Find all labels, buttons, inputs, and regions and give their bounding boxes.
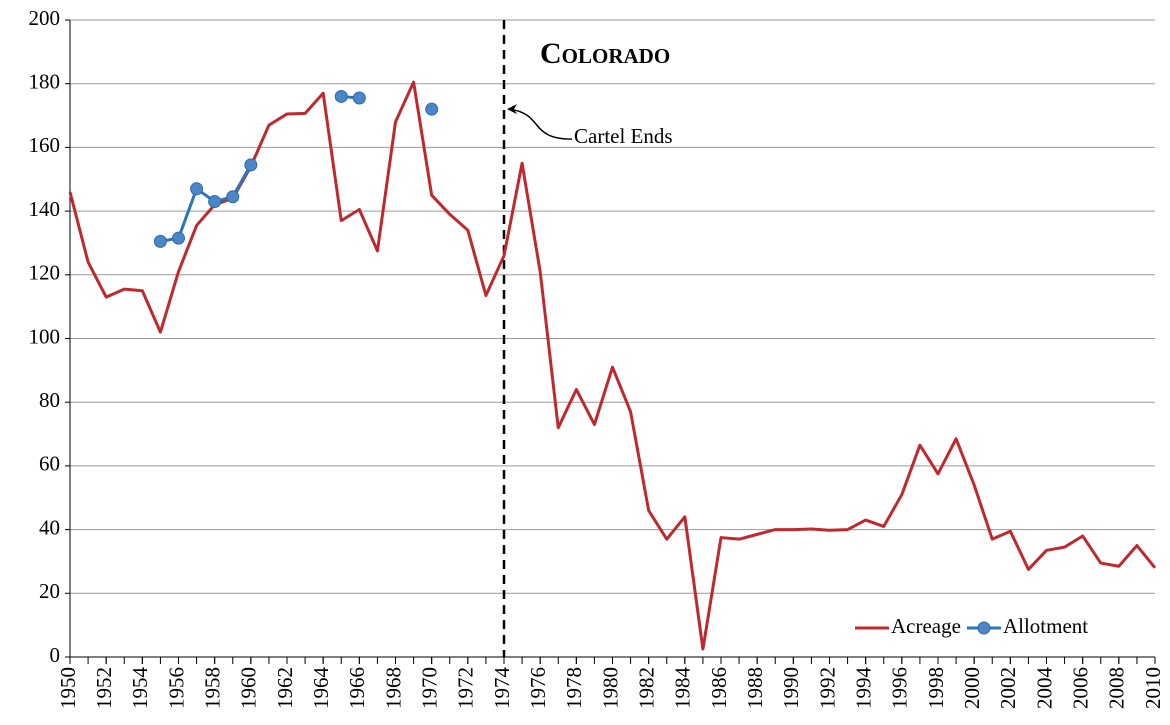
x-tick-label: 1972 <box>454 667 478 709</box>
point <box>334 89 348 103</box>
y-tick-label: 0 <box>50 643 61 667</box>
x-tick-label: 1974 <box>490 667 514 710</box>
x-tick-label: 1954 <box>128 667 152 710</box>
x-tick-label: 1978 <box>562 667 586 709</box>
x-tick-label: 2004 <box>1032 667 1056 710</box>
x-tick-label: 1964 <box>309 667 333 710</box>
x-tick-label: 1994 <box>851 667 875 710</box>
chart-title: Colorado <box>540 37 670 70</box>
y-tick-label: 160 <box>29 133 61 157</box>
x-tick-label: 1998 <box>924 667 948 709</box>
x-tick-label: 1968 <box>381 667 405 709</box>
point <box>172 231 185 245</box>
x-tick-label: 1982 <box>634 667 658 709</box>
x-tick-label: 1950 <box>56 667 80 709</box>
y-tick-label: 80 <box>39 388 60 412</box>
annotation-arrow <box>509 108 573 140</box>
x-tick-label: 1952 <box>92 667 116 709</box>
x-tick-label: 1960 <box>237 667 261 709</box>
point <box>208 195 222 209</box>
y-tick-label: 120 <box>29 261 61 285</box>
annotation: Cartel Ends <box>574 124 673 148</box>
x-tick-label: 1992 <box>815 667 839 709</box>
x-tick-label: 1986 <box>707 667 731 709</box>
y-tick-label: 20 <box>39 579 60 603</box>
legend-marker <box>977 621 991 635</box>
series-line <box>68 80 1157 651</box>
point <box>226 190 240 204</box>
x-tick-label: 2002 <box>996 667 1020 709</box>
x-tick-label: 1980 <box>598 667 622 709</box>
x-tick-label: 1976 <box>526 667 550 709</box>
x-tick-label: 2006 <box>1068 667 1092 709</box>
point <box>425 102 439 116</box>
y-tick-label: 180 <box>29 70 61 94</box>
x-tick-label: 2008 <box>1105 667 1129 709</box>
x-tick-label: 1984 <box>671 667 695 710</box>
x-tick-label: 1966 <box>345 667 369 709</box>
x-tick-label: 1988 <box>743 667 767 709</box>
x-tick-label: 2010 <box>1141 667 1165 709</box>
point <box>352 91 366 105</box>
point <box>244 158 258 172</box>
point <box>190 182 204 196</box>
x-tick-label: 1970 <box>417 667 441 709</box>
x-tick-label: 1958 <box>200 667 224 709</box>
x-tick-label: 1962 <box>273 667 297 709</box>
x-tick-label: 2000 <box>960 667 984 709</box>
y-tick-label: 140 <box>29 197 61 221</box>
legend-label: Allotment <box>1003 614 1088 638</box>
x-tick-label: 1990 <box>779 667 803 709</box>
y-tick-label: 100 <box>29 324 61 348</box>
y-tick-label: 60 <box>39 452 60 476</box>
x-tick-label: 1996 <box>888 667 912 709</box>
legend-label: Acreage <box>891 614 961 638</box>
y-tick-label: 200 <box>29 6 61 30</box>
point <box>153 234 167 248</box>
x-tick-label: 1956 <box>164 667 188 709</box>
y-tick-label: 40 <box>39 515 60 539</box>
